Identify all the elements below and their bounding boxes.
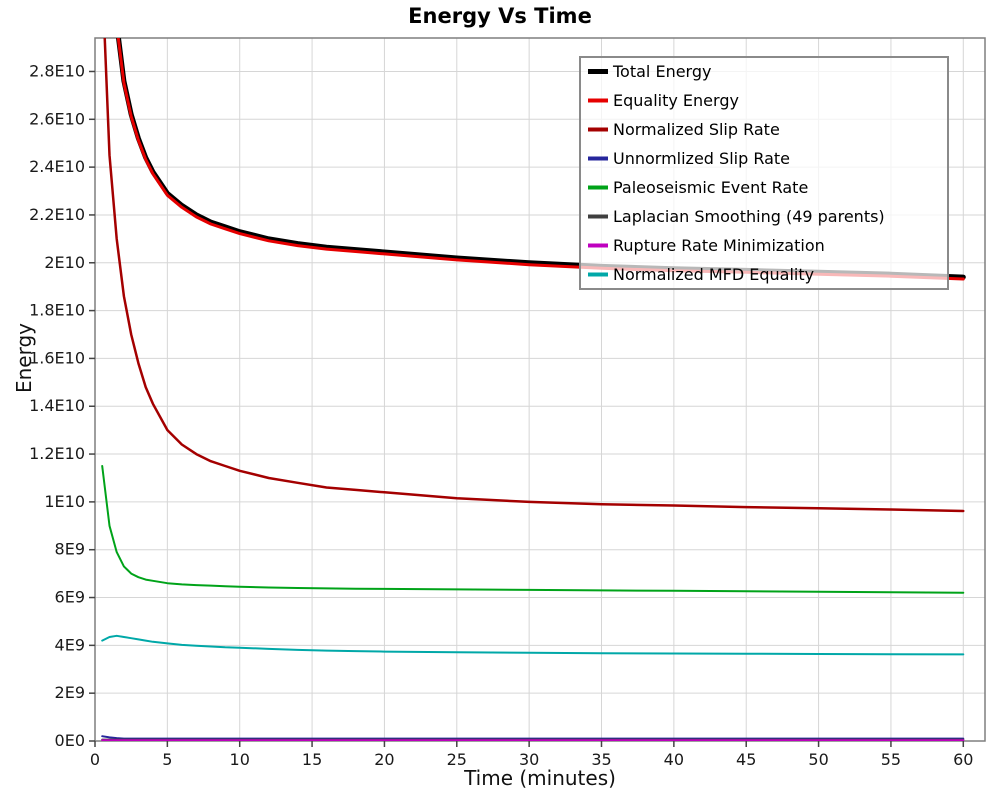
y-tick-label: 1.2E10 bbox=[29, 444, 85, 463]
y-tick-label: 1.4E10 bbox=[29, 396, 85, 415]
x-tick-label: 0 bbox=[90, 750, 100, 769]
y-tick-label: 2E10 bbox=[44, 253, 85, 272]
x-tick-label: 5 bbox=[162, 750, 172, 769]
chart-title: Energy Vs Time bbox=[408, 4, 592, 28]
series-line-3 bbox=[101, 735, 965, 740]
y-tick-label: 1.6E10 bbox=[29, 348, 85, 367]
y-axis-label: Energy bbox=[12, 322, 36, 393]
x-tick-label: 10 bbox=[230, 750, 250, 769]
axis-ticks bbox=[89, 70, 965, 747]
x-tick-label: 30 bbox=[519, 750, 539, 769]
x-tick-label: 15 bbox=[302, 750, 322, 769]
y-tick-label: 2.6E10 bbox=[29, 109, 85, 128]
y-tick-label: 2E9 bbox=[55, 683, 85, 702]
x-tick-label: 20 bbox=[374, 750, 394, 769]
y-tick-label: 0E0 bbox=[55, 731, 85, 750]
legend-label: Unnormlized Slip Rate bbox=[613, 149, 790, 168]
y-tick-label: 1.8E10 bbox=[29, 301, 85, 320]
series-line-2 bbox=[103, 38, 965, 513]
x-tick-label: 50 bbox=[808, 750, 828, 769]
legend-label: Rupture Rate Minimization bbox=[613, 236, 825, 255]
x-tick-label: 25 bbox=[447, 750, 467, 769]
x-axis-label: Time (minutes) bbox=[464, 766, 616, 790]
x-tick-label: 35 bbox=[591, 750, 611, 769]
legend: Total Energy Equality Energy Normalized Sl… bbox=[579, 56, 949, 290]
legend-label: Normalized MFD Equality bbox=[613, 265, 814, 284]
x-tick-label: 45 bbox=[736, 750, 756, 769]
x-tick-label: 60 bbox=[953, 750, 973, 769]
legend-box bbox=[579, 56, 949, 290]
legend-label: Normalized Slip Rate bbox=[613, 120, 780, 139]
y-tick-label: 2.4E10 bbox=[29, 157, 85, 176]
y-tick-label: 2.8E10 bbox=[29, 61, 85, 80]
legend-label: Laplacian Smoothing (49 parents) bbox=[613, 207, 885, 226]
y-tick-label: 4E9 bbox=[55, 635, 85, 654]
y-tick-label: 1E10 bbox=[44, 492, 85, 511]
y-tick-label: 8E9 bbox=[55, 540, 85, 559]
legend-label: Paleoseismic Event Rate bbox=[613, 178, 808, 197]
axis-tick-labels: 0 5 10 15 20 25 30 35 40 45 50 55 60 0E0 2E9 4E9 6E9 8E9 1… bbox=[29, 61, 973, 769]
y-tick-label: 2.2E10 bbox=[29, 205, 85, 224]
series-line-7 bbox=[101, 634, 965, 656]
x-tick-label: 40 bbox=[664, 750, 684, 769]
series-line-4 bbox=[101, 465, 965, 594]
y-tick-label: 6E9 bbox=[55, 588, 85, 607]
legend-label: Equality Energy bbox=[613, 91, 739, 110]
legend-label: Total Energy bbox=[612, 62, 711, 81]
x-tick-label: 55 bbox=[881, 750, 901, 769]
